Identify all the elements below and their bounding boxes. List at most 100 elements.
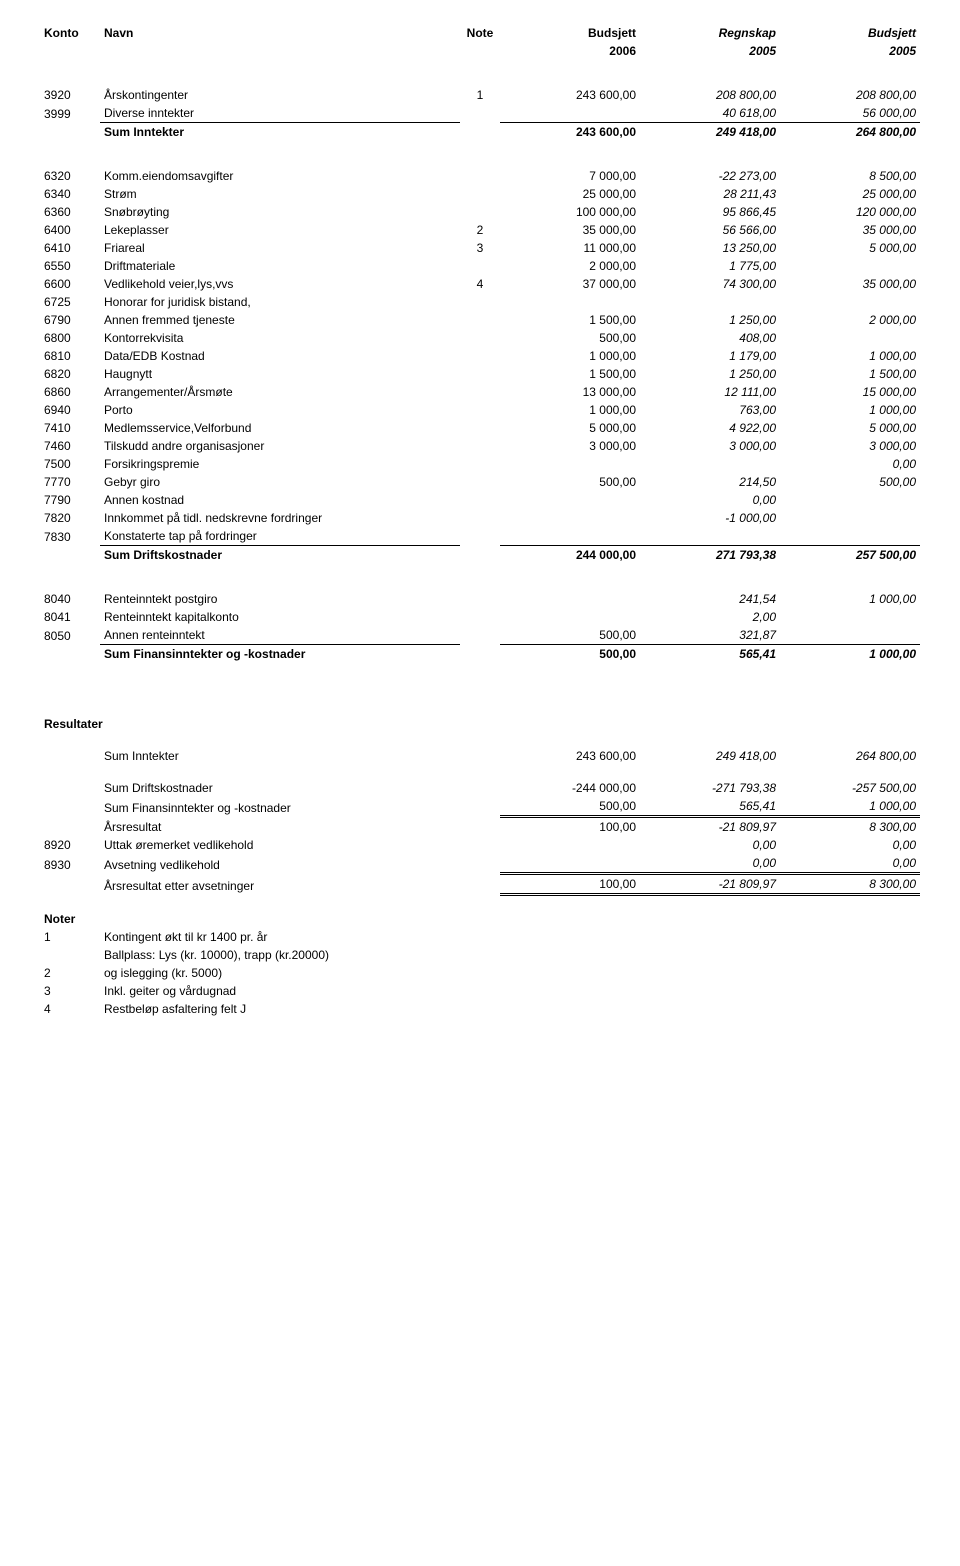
resultater-c2-1: -271 793,38: [640, 779, 780, 797]
driftskost-row-9-konto: 6800: [40, 329, 100, 347]
driftskost-row-20-c2: [640, 527, 780, 546]
finans-row-1-note: [460, 608, 500, 626]
driftskost-row-18-note: [460, 491, 500, 509]
driftskost-row-14-note: [460, 419, 500, 437]
driftskost-row-7-c2: [640, 293, 780, 311]
driftskost-row-2-c1: 100 000,00: [500, 203, 640, 221]
hdr-year-3: 2005: [780, 42, 920, 60]
driftskost-row-20-c1: [500, 527, 640, 546]
resultater-konto-3: [40, 817, 100, 837]
driftskost-row-8: 6790Annen fremmed tjeneste1 500,001 250,…: [40, 311, 920, 329]
driftskost-row-19: 7820Innkommet på tidl. nedskrevne fordri…: [40, 509, 920, 527]
driftskost-row-5-navn: Driftmateriale: [100, 257, 460, 275]
driftskost-row-13-konto: 6940: [40, 401, 100, 419]
driftskost-row-10: 6810Data/EDB Kostnad1 000,001 179,001 00…: [40, 347, 920, 365]
resultater-c2-2: 565,41: [640, 797, 780, 817]
hdr-budsjett-1: Budsjett: [500, 24, 640, 42]
inntekter-row-0-c2: 208 800,00: [640, 86, 780, 104]
driftskost-row-1-c1: 25 000,00: [500, 185, 640, 203]
inntekter-row-0-c3: 208 800,00: [780, 86, 920, 104]
hdr-konto: Konto: [40, 24, 100, 42]
note-row-3: 4Restbeløp asfaltering felt J: [40, 1000, 920, 1018]
driftskost-row-3-c3: 35 000,00: [780, 221, 920, 239]
sum-driftskost-c1: 244 000,00: [500, 546, 640, 565]
driftskost-row-8-c2: 1 250,00: [640, 311, 780, 329]
driftskost-row-7-navn: Honorar for juridisk bistand,: [100, 293, 460, 311]
driftskost-row-17-c3: 500,00: [780, 473, 920, 491]
driftskost-row-16-c1: [500, 455, 640, 473]
resultater-c1-4: [500, 836, 640, 854]
sum-finans-label: Sum Finansinntekter og -kostnader: [100, 645, 460, 664]
resultater-konto-1: [40, 779, 100, 797]
inntekter-row-0-konto: 3920: [40, 86, 100, 104]
driftskost-row-17-note: [460, 473, 500, 491]
resultater-label-3: Årsresultat: [100, 817, 460, 837]
sum-inntekter-c3: 264 800,00: [780, 123, 920, 142]
note-text-3: Restbeløp asfaltering felt J: [100, 1000, 920, 1018]
driftskost-row-9-c1: 500,00: [500, 329, 640, 347]
driftskost-row-16-c3: 0,00: [780, 455, 920, 473]
inntekter-row-1-note: [460, 104, 500, 123]
driftskost-row-15-konto: 7460: [40, 437, 100, 455]
resultater-konto-0: [40, 747, 100, 765]
note-text-1a: Ballplass: Lys (kr. 10000), trapp (kr.20…: [100, 946, 920, 964]
driftskost-row-4-note: 3: [460, 239, 500, 257]
finans-row-0-navn: Renteinntekt postgiro: [100, 590, 460, 608]
driftskost-row-3-note: 2: [460, 221, 500, 239]
driftskost-row-16-navn: Forsikringspremie: [100, 455, 460, 473]
driftskost-row-7-c1: [500, 293, 640, 311]
finans-row-0-konto: 8040: [40, 590, 100, 608]
driftskost-row-7-konto: 6725: [40, 293, 100, 311]
inntekter-row-0-c1: 243 600,00: [500, 86, 640, 104]
driftskost-row-19-c1: [500, 509, 640, 527]
driftskost-row-7: 6725Honorar for juridisk bistand,: [40, 293, 920, 311]
sum-driftskost-c2: 271 793,38: [640, 546, 780, 565]
sum-inntekter-row: Sum Inntekter 243 600,00 249 418,00 264 …: [40, 123, 920, 142]
driftskost-row-12-konto: 6860: [40, 383, 100, 401]
driftskost-row-5-c3: [780, 257, 920, 275]
driftskost-row-18-c2: 0,00: [640, 491, 780, 509]
driftskost-row-1-note: [460, 185, 500, 203]
driftskost-row-12: 6860Arrangementer/Årsmøte13 000,0012 111…: [40, 383, 920, 401]
driftskost-row-10-c1: 1 000,00: [500, 347, 640, 365]
finans-row-1: 8041Renteinntekt kapitalkonto2,00: [40, 608, 920, 626]
finans-row-0-c1: [500, 590, 640, 608]
driftskost-row-9-note: [460, 329, 500, 347]
driftskost-row-15: 7460Tilskudd andre organisasjoner3 000,0…: [40, 437, 920, 455]
driftskost-row-4-c1: 11 000,00: [500, 239, 640, 257]
resultater-c3-1: -257 500,00: [780, 779, 920, 797]
driftskost-row-18: 7790Annen kostnad0,00: [40, 491, 920, 509]
driftskost-row-4: 6410Friareal311 000,0013 250,005 000,00: [40, 239, 920, 257]
header-row-1: Konto Navn Note Budsjett Regnskap Budsje…: [40, 24, 920, 42]
inntekter-row-1-c1: [500, 104, 640, 123]
noter-heading-row: Noter: [40, 910, 920, 928]
driftskost-row-10-c3: 1 000,00: [780, 347, 920, 365]
resultater-c1-1: -244 000,00: [500, 779, 640, 797]
driftskost-row-3-c1: 35 000,00: [500, 221, 640, 239]
hdr-budsjett-2: Budsjett: [780, 24, 920, 42]
note-text-2: Inkl. geiter og vårdugnad: [100, 982, 920, 1000]
driftskost-row-15-c1: 3 000,00: [500, 437, 640, 455]
sum-inntekter-c2: 249 418,00: [640, 123, 780, 142]
noter-heading: Noter: [40, 910, 920, 928]
driftskost-row-11-note: [460, 365, 500, 383]
driftskost-row-0-c2: -22 273,00: [640, 167, 780, 185]
finans-row-1-c1: [500, 608, 640, 626]
driftskost-row-8-navn: Annen fremmed tjeneste: [100, 311, 460, 329]
resultater-c3-6: 8 300,00: [780, 874, 920, 895]
resultater-row-2: Sum Finansinntekter og -kostnader500,005…: [40, 797, 920, 817]
driftskost-row-14-konto: 7410: [40, 419, 100, 437]
resultater-c3-3: 8 300,00: [780, 817, 920, 837]
finans-row-0-c3: 1 000,00: [780, 590, 920, 608]
resultater-c3-2: 1 000,00: [780, 797, 920, 817]
driftskost-row-7-note: [460, 293, 500, 311]
driftskost-row-0-c1: 7 000,00: [500, 167, 640, 185]
resultater-heading-row: Resultater: [40, 715, 920, 733]
sum-driftskost-c3: 257 500,00: [780, 546, 920, 565]
driftskost-row-6-navn: Vedlikehold veier,lys,vvs: [100, 275, 460, 293]
driftskost-row-12-note: [460, 383, 500, 401]
resultater-label-1: Sum Driftskostnader: [100, 779, 460, 797]
driftskost-row-10-konto: 6810: [40, 347, 100, 365]
driftskost-row-0-konto: 6320: [40, 167, 100, 185]
resultater-c3-4: 0,00: [780, 836, 920, 854]
